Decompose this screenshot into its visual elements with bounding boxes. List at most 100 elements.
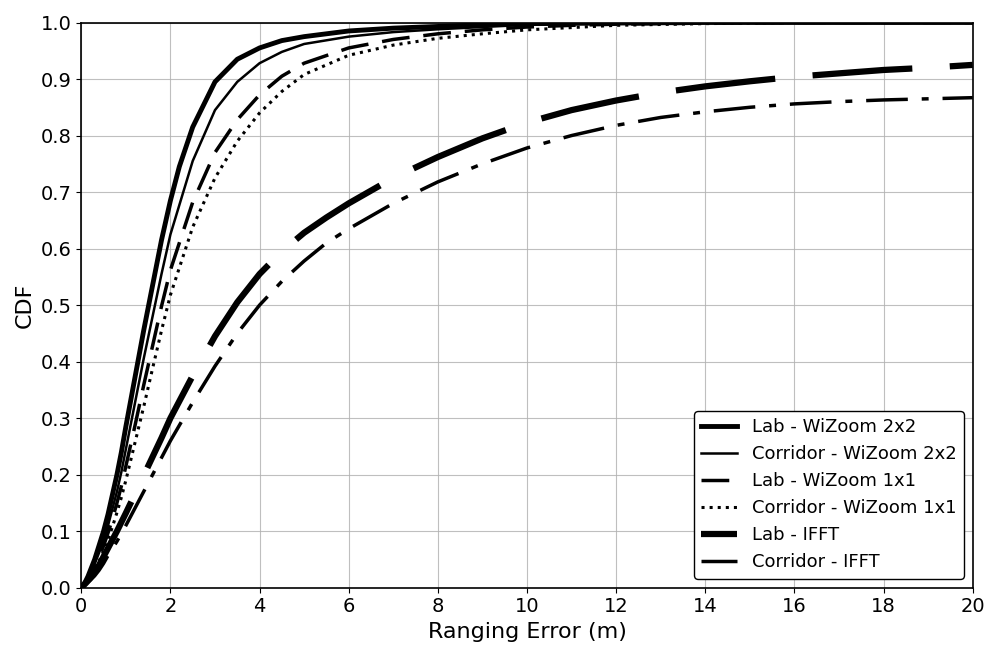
Lab - IFFT: [84, 574, 96, 582]
Lab - WiZoom 2x2: [147, 281, 159, 289]
Corridor - WiZoom 2x2: [432, 26, 444, 34]
Corridor - IFFT: [98, 560, 110, 568]
Lab - IFFT: [967, 61, 979, 69]
Lab - WiZoom 1x1: [209, 148, 221, 156]
Corridor - WiZoom 1x1: [387, 41, 399, 49]
Corridor - WiZoom 2x2: [788, 18, 800, 26]
Corridor - WiZoom 2x2: [610, 19, 622, 27]
Lab - IFFT: [209, 332, 221, 340]
Corridor - WiZoom 1x1: [80, 580, 92, 588]
Corridor - WiZoom 2x2: [209, 106, 221, 114]
Corridor - WiZoom 1x1: [878, 18, 890, 26]
Corridor - IFFT: [922, 95, 934, 102]
Lab - WiZoom 1x1: [521, 23, 533, 31]
Corridor - WiZoom 1x1: [788, 18, 800, 26]
Corridor - IFFT: [120, 522, 132, 530]
Corridor - WiZoom 2x2: [476, 23, 488, 31]
Corridor - IFFT: [102, 552, 114, 560]
Lab - IFFT: [387, 174, 399, 182]
Corridor - WiZoom 2x2: [147, 313, 159, 321]
Legend: Lab - WiZoom 2x2, Corridor - WiZoom 2x2, Lab - WiZoom 1x1, Corridor - WiZoom 1x1: Lab - WiZoom 2x2, Corridor - WiZoom 2x2,…: [694, 411, 964, 579]
Lab - WiZoom 1x1: [89, 564, 101, 572]
Lab - WiZoom 1x1: [78, 582, 90, 590]
Lab - IFFT: [610, 97, 622, 104]
Lab - IFFT: [187, 372, 199, 380]
Corridor - WiZoom 1x1: [106, 523, 118, 531]
Lab - WiZoom 2x2: [80, 577, 92, 585]
Lab - IFFT: [89, 568, 101, 576]
Corridor - IFFT: [432, 178, 444, 186]
Lab - WiZoom 2x2: [120, 422, 132, 430]
Corridor - IFFT: [129, 505, 141, 512]
Lab - WiZoom 1x1: [476, 26, 488, 34]
Lab - WiZoom 1x1: [343, 44, 355, 52]
Corridor - WiZoom 1x1: [164, 291, 176, 299]
Corridor - IFFT: [699, 108, 711, 116]
Corridor - WiZoom 2x2: [78, 581, 90, 589]
Lab - WiZoom 2x2: [78, 581, 90, 589]
X-axis label: Ranging Error (m): Ranging Error (m): [428, 622, 626, 642]
Lab - IFFT: [566, 106, 578, 114]
Corridor - WiZoom 1x1: [89, 566, 101, 574]
Lab - IFFT: [111, 528, 123, 535]
Corridor - IFFT: [833, 98, 845, 106]
Corridor - IFFT: [156, 454, 168, 462]
Corridor - WiZoom 1x1: [93, 557, 105, 565]
Lab - WiZoom 1x1: [610, 20, 622, 28]
Corridor - WiZoom 2x2: [231, 78, 243, 86]
Corridor - WiZoom 1x1: [231, 137, 243, 145]
Lab - WiZoom 1x1: [93, 553, 105, 561]
Lab - WiZoom 2x2: [84, 567, 96, 575]
Corridor - WiZoom 1x1: [298, 70, 310, 78]
Lab - WiZoom 2x2: [699, 18, 711, 26]
Corridor - IFFT: [111, 537, 123, 545]
Corridor - WiZoom 2x2: [187, 157, 199, 165]
Lab - WiZoom 1x1: [129, 422, 141, 430]
Line: Corridor - WiZoom 2x2: Corridor - WiZoom 2x2: [81, 22, 973, 588]
Corridor - IFFT: [744, 103, 756, 111]
Lab - WiZoom 2x2: [115, 448, 127, 456]
Corridor - WiZoom 1x1: [209, 174, 221, 182]
Lab - WiZoom 2x2: [432, 22, 444, 30]
Corridor - WiZoom 1x1: [111, 509, 123, 516]
Corridor - WiZoom 2x2: [80, 578, 92, 586]
Lab - WiZoom 2x2: [610, 19, 622, 27]
Corridor - WiZoom 2x2: [156, 270, 168, 278]
Lab - WiZoom 1x1: [298, 59, 310, 67]
Corridor - IFFT: [610, 122, 622, 129]
Corridor - WiZoom 2x2: [129, 400, 141, 408]
Corridor - IFFT: [209, 362, 221, 370]
Lab - IFFT: [878, 66, 890, 74]
Lab - IFFT: [833, 70, 845, 78]
Lab - WiZoom 1x1: [147, 342, 159, 350]
Lab - WiZoom 2x2: [98, 528, 110, 535]
Corridor - WiZoom 1x1: [521, 26, 533, 34]
Corridor - WiZoom 1x1: [476, 30, 488, 37]
Corridor - IFFT: [93, 566, 105, 574]
Corridor - WiZoom 2x2: [115, 468, 127, 476]
Lab - WiZoom 1x1: [387, 35, 399, 43]
Corridor - WiZoom 1x1: [102, 535, 114, 543]
Lab - WiZoom 2x2: [75, 584, 87, 592]
Lab - IFFT: [432, 153, 444, 161]
Lab - WiZoom 1x1: [231, 116, 243, 124]
Lab - WiZoom 2x2: [82, 572, 94, 580]
Corridor - WiZoom 2x2: [164, 231, 176, 238]
Lab - WiZoom 2x2: [111, 470, 123, 478]
Line: Lab - IFFT: Lab - IFFT: [81, 65, 973, 588]
Corridor - IFFT: [320, 239, 332, 247]
Lab - WiZoom 1x1: [120, 463, 132, 470]
Corridor - WiZoom 1x1: [147, 365, 159, 373]
Lab - WiZoom 1x1: [878, 18, 890, 26]
Lab - WiZoom 1x1: [115, 482, 127, 490]
Corridor - WiZoom 2x2: [82, 574, 94, 582]
Corridor - WiZoom 1x1: [75, 584, 87, 592]
Corridor - IFFT: [566, 131, 578, 139]
Lab - WiZoom 2x2: [231, 55, 243, 63]
Lab - IFFT: [476, 135, 488, 143]
Corridor - IFFT: [142, 479, 154, 487]
Lab - WiZoom 2x2: [187, 123, 199, 131]
Lab - WiZoom 1x1: [138, 382, 150, 390]
Corridor - WiZoom 1x1: [115, 493, 127, 501]
Lab - WiZoom 2x2: [878, 18, 890, 26]
